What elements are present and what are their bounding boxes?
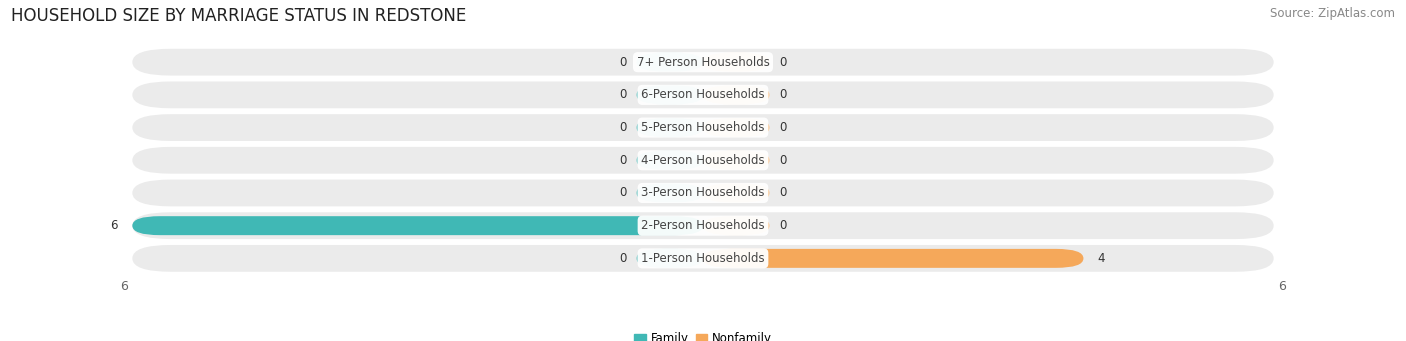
- Text: 4: 4: [1098, 252, 1105, 265]
- FancyBboxPatch shape: [637, 183, 703, 203]
- Text: 5-Person Households: 5-Person Households: [641, 121, 765, 134]
- FancyBboxPatch shape: [703, 249, 1084, 268]
- FancyBboxPatch shape: [637, 151, 703, 170]
- Text: 0: 0: [779, 154, 786, 167]
- FancyBboxPatch shape: [703, 216, 769, 235]
- Text: 6: 6: [1278, 280, 1286, 293]
- FancyBboxPatch shape: [132, 245, 1274, 272]
- Text: 0: 0: [779, 121, 786, 134]
- Text: 0: 0: [620, 121, 627, 134]
- FancyBboxPatch shape: [637, 118, 703, 137]
- Text: 6: 6: [120, 280, 128, 293]
- Text: 0: 0: [620, 187, 627, 199]
- FancyBboxPatch shape: [132, 114, 1274, 141]
- FancyBboxPatch shape: [703, 183, 769, 203]
- FancyBboxPatch shape: [132, 216, 703, 235]
- Legend: Family, Nonfamily: Family, Nonfamily: [630, 328, 776, 341]
- FancyBboxPatch shape: [637, 53, 703, 72]
- Text: 0: 0: [620, 88, 627, 101]
- FancyBboxPatch shape: [703, 118, 769, 137]
- FancyBboxPatch shape: [132, 147, 1274, 174]
- FancyBboxPatch shape: [132, 49, 1274, 76]
- FancyBboxPatch shape: [637, 85, 703, 104]
- FancyBboxPatch shape: [132, 180, 1274, 206]
- FancyBboxPatch shape: [703, 53, 769, 72]
- Text: 6: 6: [111, 219, 118, 232]
- Text: 0: 0: [779, 88, 786, 101]
- Text: 0: 0: [620, 56, 627, 69]
- Text: 4-Person Households: 4-Person Households: [641, 154, 765, 167]
- Text: 2-Person Households: 2-Person Households: [641, 219, 765, 232]
- Text: HOUSEHOLD SIZE BY MARRIAGE STATUS IN REDSTONE: HOUSEHOLD SIZE BY MARRIAGE STATUS IN RED…: [11, 7, 467, 25]
- Text: 1-Person Households: 1-Person Households: [641, 252, 765, 265]
- FancyBboxPatch shape: [703, 151, 769, 170]
- Text: 0: 0: [620, 154, 627, 167]
- Text: 3-Person Households: 3-Person Households: [641, 187, 765, 199]
- FancyBboxPatch shape: [703, 85, 769, 104]
- Text: Source: ZipAtlas.com: Source: ZipAtlas.com: [1270, 7, 1395, 20]
- FancyBboxPatch shape: [637, 249, 703, 268]
- FancyBboxPatch shape: [132, 212, 1274, 239]
- FancyBboxPatch shape: [132, 81, 1274, 108]
- Text: 7+ Person Households: 7+ Person Households: [637, 56, 769, 69]
- Text: 0: 0: [620, 252, 627, 265]
- Text: 0: 0: [779, 56, 786, 69]
- Text: 0: 0: [779, 187, 786, 199]
- Text: 0: 0: [779, 219, 786, 232]
- Text: 6-Person Households: 6-Person Households: [641, 88, 765, 101]
